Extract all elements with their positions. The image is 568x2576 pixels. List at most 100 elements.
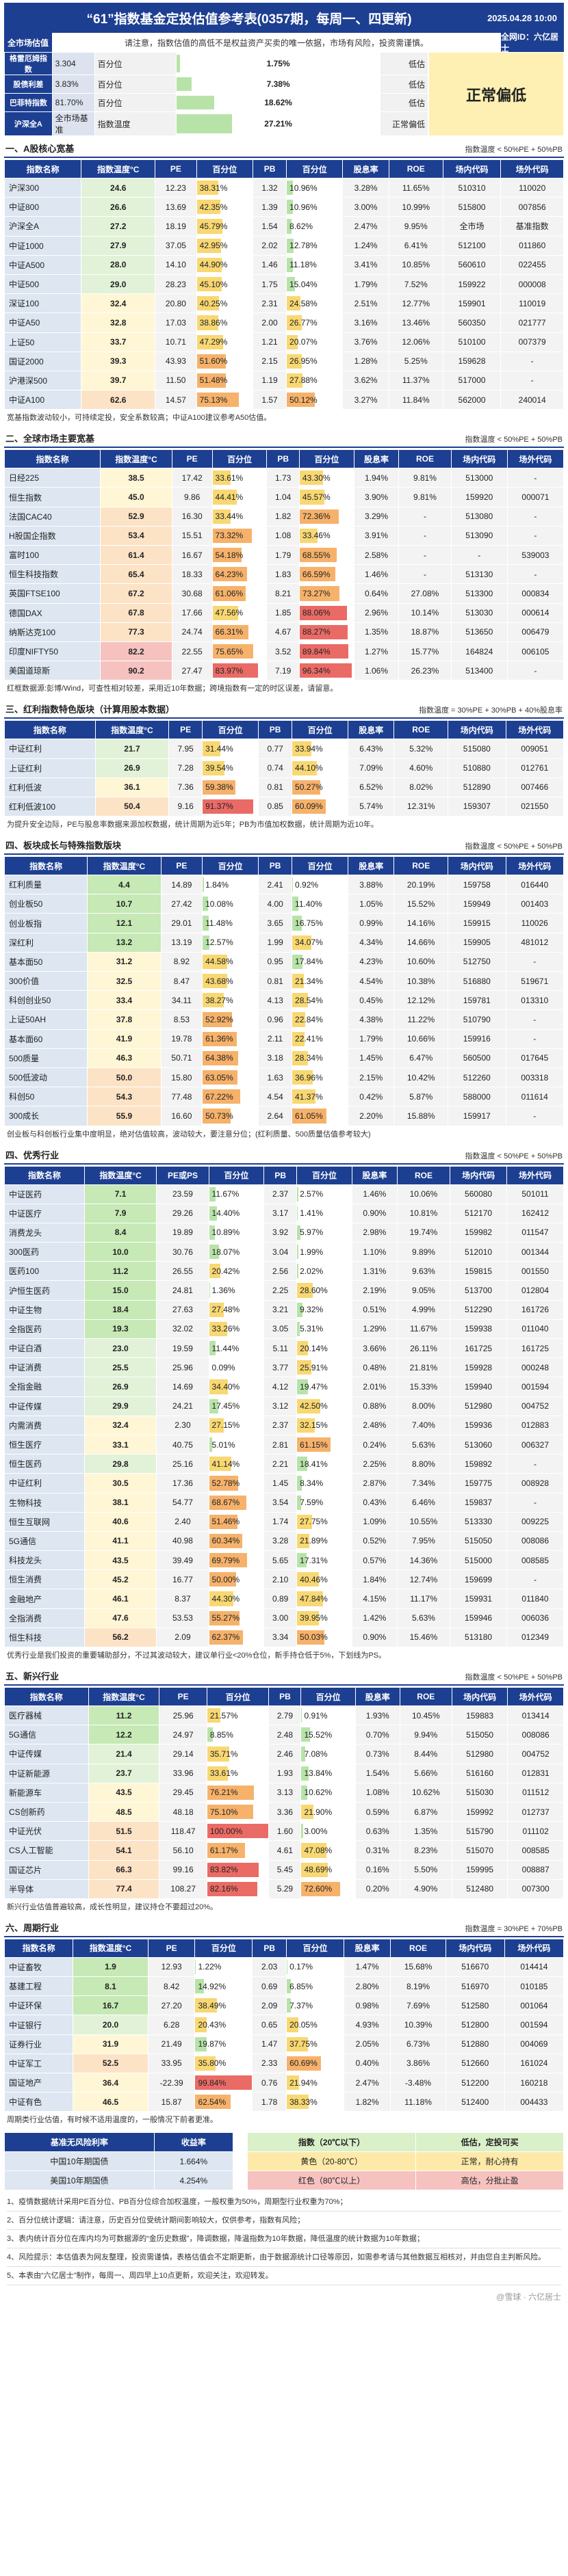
percentile-bar xyxy=(203,897,209,912)
pb-percentile: 15.52% xyxy=(300,1725,356,1745)
index-name: 中证消费 xyxy=(4,1357,85,1378)
dividend-yield: 1.28% xyxy=(342,351,389,371)
index-name: 500质量 xyxy=(3,1048,88,1068)
column-header: PB xyxy=(258,856,293,876)
percentile-bar xyxy=(195,2036,207,2051)
index-temperature: 33.1 xyxy=(83,1434,157,1455)
percentile-bar xyxy=(297,1225,300,1240)
percentile-bar xyxy=(287,2036,309,2051)
pb-percentile: 33.46% xyxy=(298,525,354,546)
pb-percentile: 50.27% xyxy=(292,777,349,797)
exchange-code: 512750 xyxy=(448,951,506,972)
otc-code: 007379 xyxy=(500,332,564,352)
table-row: 深证100 32.4 20.80 40.25% 2.31 24.58% 2.51% 12.77… xyxy=(3,293,564,314)
overview-key: 百分位 xyxy=(94,93,177,112)
percentile-value: 2.02% xyxy=(300,1266,324,1276)
footer-notes: 1、疫情数据统计采用PE百分位、PB百分位综合加权温度，一般权重为50%，周期型… xyxy=(4,2190,564,2288)
percentile-bar xyxy=(292,1031,305,1046)
otc-code: 003318 xyxy=(505,1067,565,1088)
index-name: 英国FTSE100 xyxy=(3,583,101,604)
table-row: 中证800 26.6 13.69 42.35% 1.39 10.96% 3.00% 10.99… xyxy=(3,197,564,217)
pe-percentile: 68.67% xyxy=(208,1492,265,1513)
index-temperature: 8.4 xyxy=(83,1222,157,1243)
pb-value: 1.82 xyxy=(266,506,300,527)
reference-cell: 美国10年期国债 xyxy=(4,2170,155,2191)
index-temperature: 28.0 xyxy=(81,254,156,275)
exchange-code: 513400 xyxy=(450,661,508,681)
percentile-bar xyxy=(212,490,237,505)
pb-value: 0.69 xyxy=(252,1976,287,1997)
pb-percentile: 15.04% xyxy=(286,274,344,295)
percentile-bar xyxy=(297,1437,331,1452)
percentile-bar xyxy=(299,470,324,486)
pb-value: 4.12 xyxy=(263,1377,298,1397)
pe-value: 50.71 xyxy=(160,1048,203,1068)
dividend-yield: 5.74% xyxy=(348,796,395,817)
column-header: 指数名称 xyxy=(3,449,101,469)
pb-percentile: 17.84% xyxy=(292,951,349,972)
percentile-value: 25.91% xyxy=(300,1362,328,1372)
pb-value: 3.34 xyxy=(263,1627,298,1648)
percentile-value: 66.59% xyxy=(302,569,331,579)
percentile-value: 51.48% xyxy=(199,375,228,386)
table-row: 沪港深500 39.7 11.50 51.48% 1.19 27.88% 3.62% 11.3… xyxy=(3,370,564,391)
index-temperature: 4.4 xyxy=(87,875,162,895)
pb-percentile: 89.84% xyxy=(298,641,354,662)
exchange-code: 512660 xyxy=(445,2053,505,2074)
otc-code: 012883 xyxy=(506,1415,564,1435)
percentile-bar xyxy=(292,877,293,892)
index-temperature: 65.4 xyxy=(100,564,172,585)
pb-percentile: 37.75% xyxy=(286,2034,344,2054)
roe: 13.46% xyxy=(388,313,443,333)
roe: 14.36% xyxy=(396,1550,451,1571)
exchange-code: 560500 xyxy=(448,1048,506,1068)
pb-value: 2.11 xyxy=(258,1028,293,1049)
pe-percentile: 33.61% xyxy=(211,468,268,488)
dividend-yield: 3.90% xyxy=(353,487,400,507)
pe-percentile: 27.48% xyxy=(208,1299,265,1320)
roe: 5.66% xyxy=(399,1763,452,1783)
percentile-value: 60.09% xyxy=(295,801,323,812)
roe: 7.40% xyxy=(396,1415,451,1435)
roe: 6.41% xyxy=(388,235,443,256)
percentile-value: 33.61% xyxy=(209,1768,238,1779)
pb-value: 2.33 xyxy=(252,2053,287,2074)
column-header: 百分位 xyxy=(300,1687,356,1706)
percentile-bar xyxy=(207,1881,258,1896)
percentile-value: 33.46% xyxy=(302,531,331,541)
percentile-value: 11.40% xyxy=(295,899,322,909)
index-temperature: 47.6 xyxy=(83,1608,157,1628)
percentile-bar xyxy=(292,954,302,969)
table-row: 中证新能源 23.7 33.96 33.61% 1.93 13.84% 1.54% 5.66%… xyxy=(4,1763,564,1783)
table-row: 沪深300 24.6 12.23 38.31% 1.32 10.96% 3.28% 11.65… xyxy=(3,177,564,198)
pb-percentile: 1.41% xyxy=(296,1203,352,1223)
pe-percentile: 18.07% xyxy=(208,1242,265,1262)
column-header: 指数名称 xyxy=(3,159,82,178)
otc-code: 000071 xyxy=(506,487,565,507)
otc-code: 000008 xyxy=(500,274,564,295)
pb-value: 1.39 xyxy=(253,197,287,217)
overview-name: 格雷厄姆指数 xyxy=(4,52,53,75)
otc-code: 481012 xyxy=(505,932,565,953)
table-row: 全指金融 26.9 14.69 34.40% 4.12 19.47% 2.01% 15.33%… xyxy=(4,1377,564,1397)
percentile-bar xyxy=(207,1727,213,1742)
column-header: PB xyxy=(258,720,293,740)
pb-percentile: 24.58% xyxy=(286,293,344,314)
pe-value: 8.42 xyxy=(147,1976,196,1997)
dividend-yield: 2.47% xyxy=(342,216,389,237)
pb-percentile: 12.78% xyxy=(286,235,344,256)
pb-percentile: 10.96% xyxy=(286,177,344,198)
percentile-bar xyxy=(209,1245,219,1260)
section: 二、全球市场主要宽基 指数温度 < 50%PE + 50%PB 指数名称 指数温度°C… xyxy=(3,431,565,697)
index-temperature: 31.2 xyxy=(87,951,162,972)
pe-percentile: 69.79% xyxy=(208,1550,265,1571)
pb-percentile: 28.60% xyxy=(296,1280,352,1301)
roe: 10.85% xyxy=(388,254,443,275)
index-name: 中证银行 xyxy=(3,2015,74,2035)
table-row: 恒生科技指数 65.4 18.33 64.23% 1.83 66.59% 1.46% -513… xyxy=(3,564,565,585)
section-note: 红框数据源:彭博/Wind，可查性相对较差，采用近10年数据；跨境指数有一定的时… xyxy=(7,685,338,693)
pe-percentile: 38.49% xyxy=(194,1995,253,2016)
table-header-row: 指数名称 指数温度°C PE 百分位 PB 百分位 股息率 ROE 场内代码 场外代码 xyxy=(4,720,564,740)
column-header: 百分位 xyxy=(292,856,349,876)
percentile-value: 37.75% xyxy=(289,2039,318,2049)
